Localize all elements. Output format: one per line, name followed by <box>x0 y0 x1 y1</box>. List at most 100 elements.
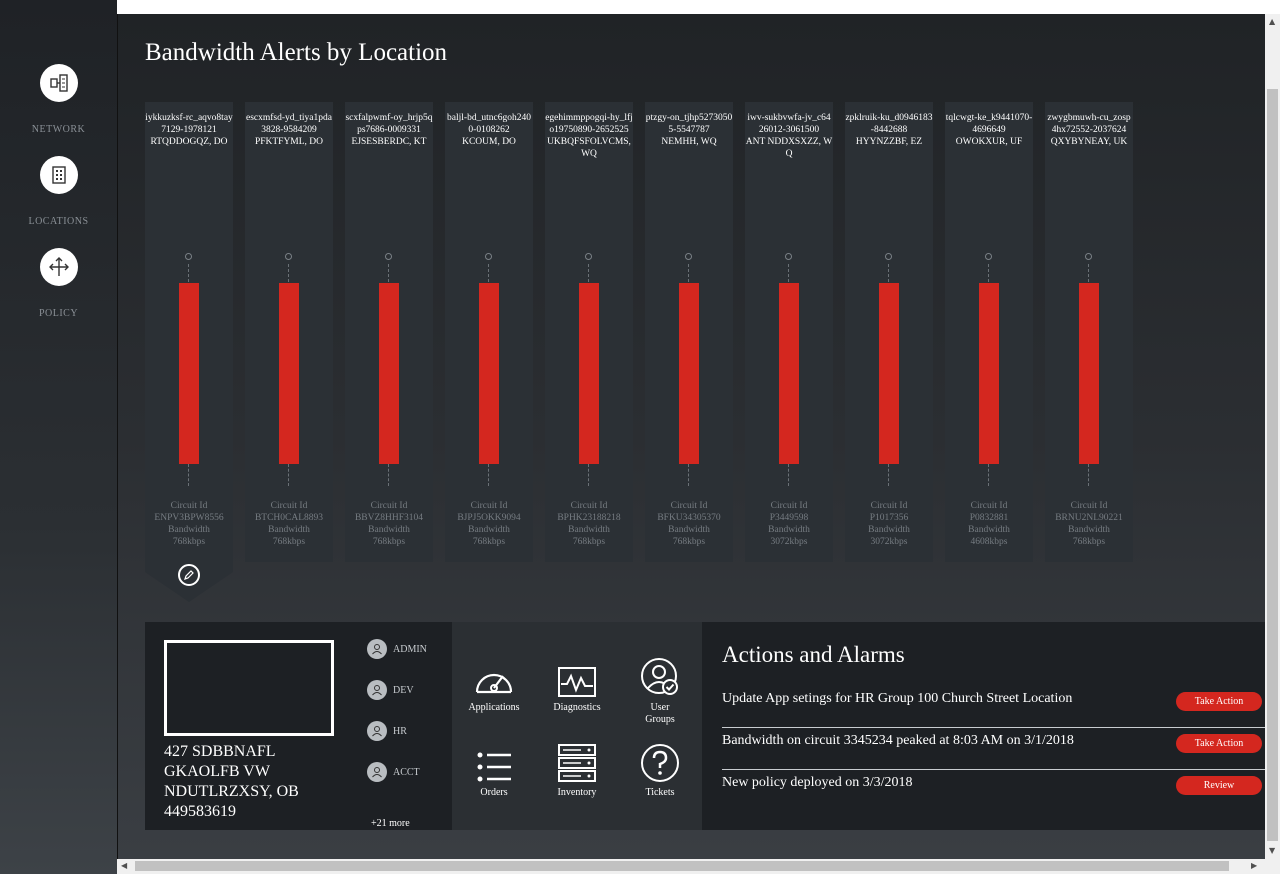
edit-button[interactable] <box>178 564 200 586</box>
actions-and-alarms: Actions and Alarms Update App setings fo… <box>722 622 1266 830</box>
location-name-block: tqlcwgt-ke_k9441070-4696649 OWOKXUR, UF <box>945 112 1033 148</box>
location-column[interactable]: iwv-sukbvwfa-jv_c6426012-3061500 ANT NDDX… <box>745 102 833 562</box>
location-column[interactable]: ptzgy-on_tjhp52730505-5547787 NEMHH, WQ Ci… <box>645 102 733 562</box>
horizontal-scroll-thumb[interactable] <box>135 861 1229 871</box>
tool-inventory[interactable]: Inventory <box>537 739 617 798</box>
location-name-block: iykkuzksf-rc_aqvo8tay7129-1978121 RTQDDOG… <box>145 112 233 148</box>
location-column[interactable]: zwygbmuwh-cu_zosp4hx72552-2037624 QXYBYNE… <box>1045 102 1133 562</box>
sidebar-item-network[interactable]: NETWORK <box>0 64 117 135</box>
group-label: DEV <box>393 684 414 696</box>
alert-row: Bandwidth on circuit 3345234 peaked at 8… <box>722 728 1266 770</box>
location-column[interactable]: egehimmppogqi-hy_lfjo19750890-2652525 UKB… <box>545 102 633 562</box>
range-line <box>288 264 289 282</box>
group-item-admin[interactable]: ADMIN <box>367 638 427 660</box>
address-line: 427 SDBBNAFL <box>164 743 276 760</box>
alert-text: New policy deployed on 3/3/2018 <box>722 775 913 790</box>
circuit-info: Circuit Id P0832881 Bandwidth 4608kbps <box>945 500 1033 548</box>
actions-title: Actions and Alarms <box>722 642 905 667</box>
location-address: ANT NDDXSXZZ, WQ <box>745 137 833 159</box>
location-name: zpklruik-ku_d0946183-8442688 <box>845 113 933 135</box>
bandwidth-value: 4608kbps <box>970 537 1008 547</box>
circuit-id: P0832881 <box>969 513 1009 523</box>
location-name-block: iwv-sukbvwfa-jv_c6426012-3061500 ANT NDDX… <box>745 112 833 160</box>
bandwidth-label: Bandwidth <box>868 525 910 535</box>
location-name-block: egehimmppogqi-hy_lfjo19750890-2652525 UKB… <box>545 112 633 160</box>
location-detail-panel: 427 SDBBNAFL GKAOLFB VW NDUTLRZXSY, OB 4… <box>145 622 1266 830</box>
location-column[interactable]: iykkuzksf-rc_aqvo8tay7129-1978121 RTQDDOG… <box>145 102 233 572</box>
location-column[interactable]: scxfalpwmf-oy_hrjp5qps7686-0009331 EJSESB… <box>345 102 433 562</box>
location-column[interactable]: baljl-bd_utnc6goh2400-0108262 KCOUM, DO Ci… <box>445 102 533 562</box>
group-item-dev[interactable]: DEV <box>367 679 414 701</box>
sidebar-item-policy[interactable]: POLICY <box>0 248 117 319</box>
tool-applications[interactable]: Applications <box>454 654 534 713</box>
range-line <box>188 264 189 282</box>
page-title: Bandwidth Alerts by Location <box>145 39 448 66</box>
group-item-hr[interactable]: HR <box>367 720 407 742</box>
tool-orders[interactable]: Orders <box>454 739 534 798</box>
tool-diagnostics[interactable]: Diagnostics <box>537 654 617 713</box>
main-content: Bandwidth Alerts by Location iykkuzksf-r… <box>117 14 1266 859</box>
sidebar: NETWORK LOCATIONS POLICY <box>0 0 117 874</box>
location-address: EJSESBERDC, KT <box>351 137 427 147</box>
circuit-info: Circuit Id BTCH0CAL8893 Bandwidth 768kbps <box>245 500 333 548</box>
top-strip <box>117 0 1280 14</box>
group-label: ACCT <box>393 766 420 778</box>
bandwidth-value: 768kbps <box>272 537 306 547</box>
bandwidth-alert-bar[interactable] <box>479 283 499 464</box>
tool-label: Orders <box>480 787 508 798</box>
bandwidth-alert-bar[interactable] <box>979 283 999 464</box>
bandwidth-label: Bandwidth <box>168 525 210 535</box>
pulse-icon <box>537 654 617 698</box>
location-address: UKBQFSFOLVCMS, WQ <box>547 137 631 159</box>
bandwidth-label: Bandwidth <box>1068 525 1110 535</box>
circuit-id: ENPV3BPW8556 <box>154 513 224 523</box>
location-address: OWOKXUR, UF <box>955 137 1023 147</box>
scroll-up-icon[interactable]: ▲ <box>1269 17 1276 26</box>
circuit-id: BPHK23188218 <box>557 513 621 523</box>
circuit-info: Circuit Id BBVZ8HHF3104 Bandwidth 768kbps <box>345 500 433 548</box>
alert-marker <box>685 253 692 260</box>
range-line <box>688 464 689 486</box>
bandwidth-alert-bar[interactable] <box>679 283 699 464</box>
vertical-scroll-thumb[interactable] <box>1267 89 1278 841</box>
bandwidth-alert-bar[interactable] <box>879 283 899 464</box>
bandwidth-alert-bar[interactable] <box>779 283 799 464</box>
bandwidth-alert-bar[interactable] <box>379 283 399 464</box>
take-action-button[interactable]: Take Action <box>1176 734 1262 753</box>
tool-tickets[interactable]: Tickets <box>620 739 700 798</box>
tool-user-groups[interactable]: User Groups <box>620 654 700 726</box>
range-line <box>588 264 589 282</box>
review-button[interactable]: Review <box>1176 776 1262 795</box>
bandwidth-label: Bandwidth <box>468 525 510 535</box>
bandwidth-alert-bar[interactable] <box>279 283 299 464</box>
range-line <box>1088 464 1089 486</box>
bandwidth-alert-bar[interactable] <box>179 283 199 464</box>
range-line <box>988 264 989 282</box>
location-column[interactable]: zpklruik-ku_d0946183-8442688 HYYNZZBF, EZ… <box>845 102 933 562</box>
circuit-id-label: Circuit Id <box>470 501 508 511</box>
bandwidth-alert-bar[interactable] <box>1079 283 1099 464</box>
alert-marker <box>985 253 992 260</box>
range-line <box>488 464 489 486</box>
location-name: baljl-bd_utnc6goh2400-0108262 <box>447 113 531 135</box>
bandwidth-alert-bar[interactable] <box>579 283 599 464</box>
question-icon <box>620 739 700 783</box>
location-name: escxmfsd-yd_tiya1pda3828-9584209 <box>245 113 332 135</box>
location-column[interactable]: tqlcwgt-ke_k9441070-4696649 OWOKXUR, UF Ci… <box>945 102 1033 562</box>
sidebar-item-locations[interactable]: LOCATIONS <box>0 156 117 227</box>
take-action-button[interactable]: Take Action <box>1176 692 1262 711</box>
location-address: PFKTFYML, DO <box>254 137 324 147</box>
circuit-id-label: Circuit Id <box>170 501 208 511</box>
user-icon <box>367 721 387 741</box>
address-line: 449583619 <box>164 803 236 820</box>
location-column[interactable]: escxmfsd-yd_tiya1pda3828-9584209 PFKTFYML… <box>245 102 333 562</box>
circuit-info: Circuit Id BPHK23188218 Bandwidth 768kbps <box>545 500 633 548</box>
scroll-left-icon[interactable]: ◀ <box>121 861 128 870</box>
move-arrows-icon <box>39 248 78 286</box>
scroll-down-icon[interactable]: ▼ <box>1269 846 1276 855</box>
range-line <box>288 464 289 486</box>
more-groups-link[interactable]: +21 more <box>371 818 410 829</box>
group-item-acct[interactable]: ACCT <box>367 761 420 783</box>
scroll-right-icon[interactable]: ▶ <box>1251 861 1258 870</box>
location-name-block: baljl-bd_utnc6goh2400-0108262 KCOUM, DO <box>445 112 533 148</box>
